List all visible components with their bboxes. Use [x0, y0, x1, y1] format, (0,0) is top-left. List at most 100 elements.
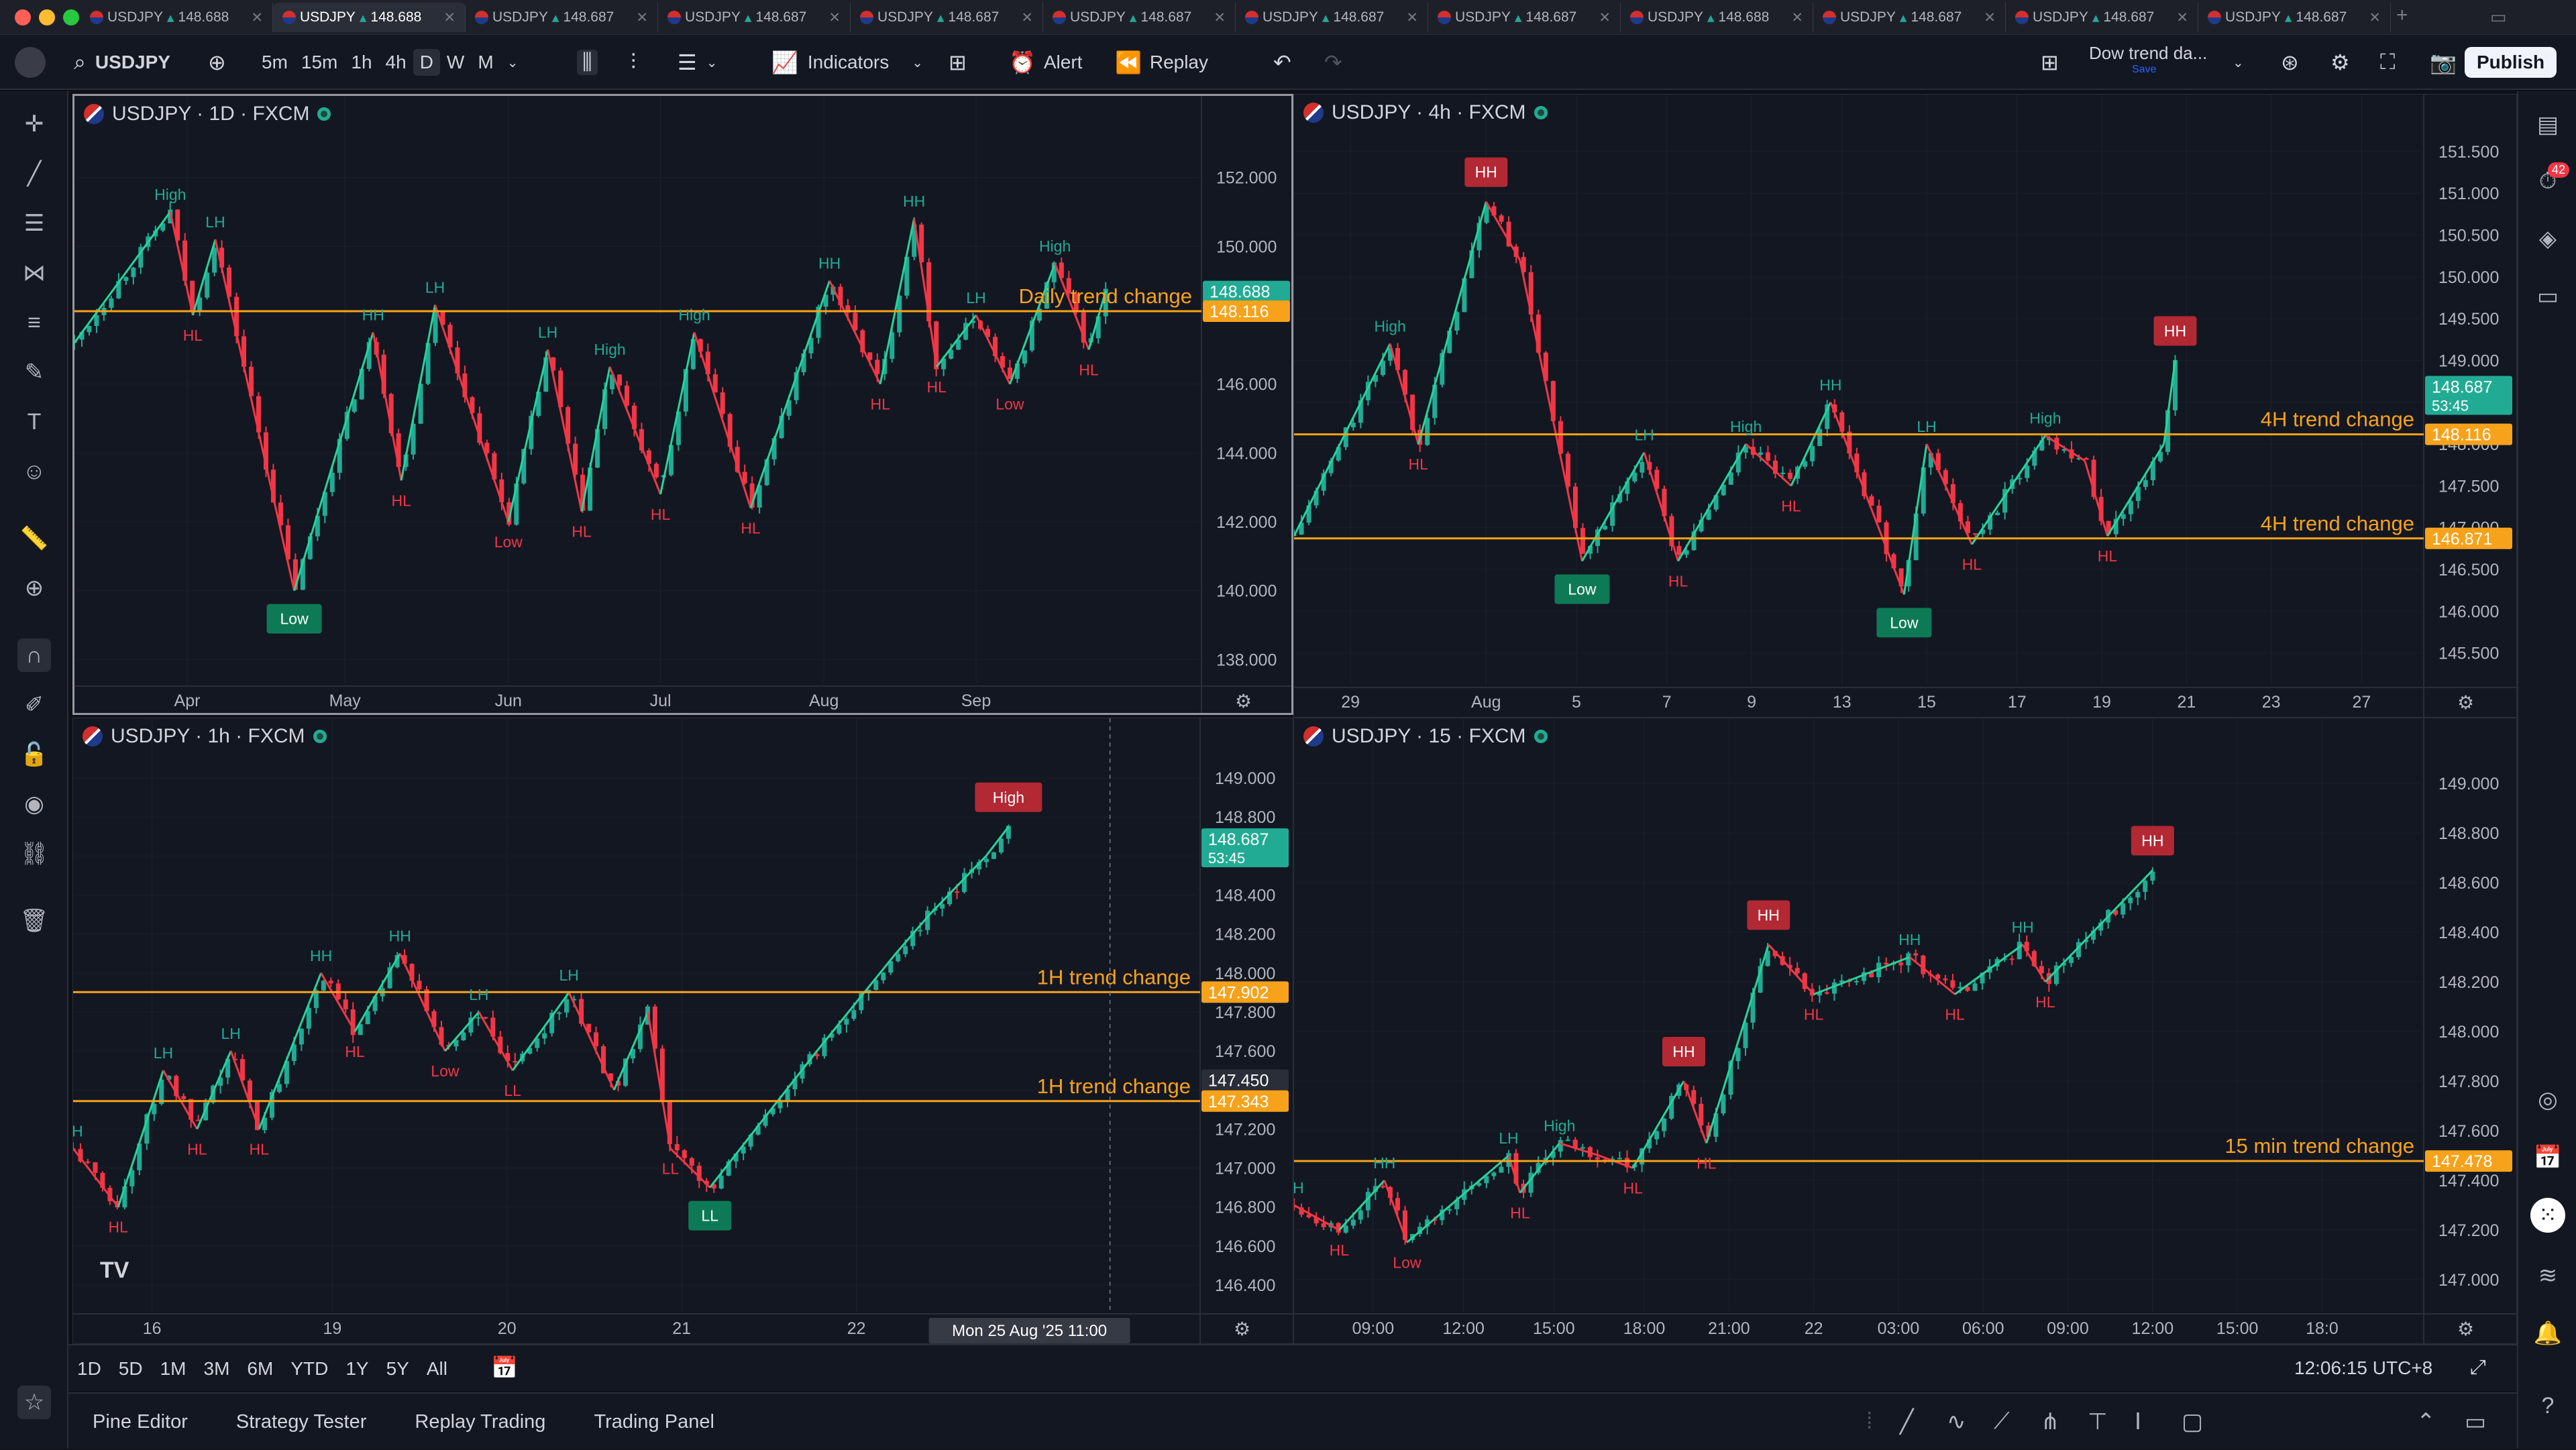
- indicators-button[interactable]: 📈 Indicators ⌄: [771, 47, 923, 78]
- interval-5m[interactable]: 5m: [262, 52, 288, 72]
- eye-icon[interactable]: ◉: [24, 791, 44, 817]
- close-tab-icon[interactable]: ✕: [636, 9, 648, 25]
- zoom-in-icon[interactable]: ⊕: [24, 575, 44, 601]
- sidebar-toggle-icon[interactable]: ▭: [2490, 7, 2507, 27]
- apps-grid-icon[interactable]: ⁙: [2530, 1198, 2565, 1233]
- path-tool-icon[interactable]: ⟋: [1994, 1408, 2010, 1434]
- drag-handle-icon[interactable]: ⁞: [1866, 1408, 1873, 1434]
- range-5Y[interactable]: 5Y: [386, 1358, 409, 1379]
- crosshair-icon[interactable]: ✛: [24, 111, 44, 137]
- chat-icon[interactable]: ▭: [2536, 284, 2559, 309]
- trash-icon[interactable]: 🗑: [19, 908, 49, 934]
- browser-tab[interactable]: USDJPY ▴ 148.687 ✕: [851, 3, 1043, 32]
- browser-tab[interactable]: USDJPY ▴ 148.687 ✕: [1043, 3, 1236, 32]
- close-tab-icon[interactable]: ✕: [1791, 9, 1803, 25]
- fib-tools-icon[interactable]: ≡: [28, 309, 41, 335]
- magnet-icon[interactable]: ∩: [17, 638, 51, 672]
- range-6M[interactable]: 6M: [247, 1358, 274, 1379]
- watchlist-icon[interactable]: ▤: [2536, 112, 2559, 137]
- range-All[interactable]: All: [426, 1358, 447, 1379]
- chart-pane-15m[interactable]: 149.000 148.800 148.600 148.400 148.200 148.0…: [1293, 718, 2517, 1344]
- layers-icon[interactable]: ◈: [2538, 226, 2557, 252]
- bar-style-icon[interactable]: ⫶: [631, 50, 637, 74]
- curve-tool-icon[interactable]: ∿: [1947, 1409, 1966, 1435]
- interval-D[interactable]: D: [413, 49, 440, 76]
- publish-button[interactable]: Publish: [2465, 47, 2557, 78]
- calendar-icon[interactable]: 📅: [2533, 1145, 2563, 1170]
- target-icon[interactable]: ◎: [2538, 1087, 2558, 1113]
- close-tab-icon[interactable]: ✕: [1021, 9, 1033, 25]
- footer-tab[interactable]: Trading Panel: [594, 1411, 714, 1433]
- close-tab-icon[interactable]: ✕: [1214, 9, 1226, 25]
- range-YTD[interactable]: YTD: [290, 1358, 329, 1379]
- range-1Y[interactable]: 1Y: [345, 1358, 369, 1379]
- chart-type-icon[interactable]: ☰ ⌄: [678, 50, 718, 74]
- chevron-down-icon[interactable]: ⌄: [2233, 55, 2244, 70]
- text-box-icon[interactable]: ⊤: [2088, 1409, 2108, 1435]
- layout-name-button[interactable]: Dow trend da... Save: [2089, 43, 2207, 80]
- zoom-window-button[interactable]: [63, 9, 79, 25]
- footer-tab[interactable]: Pine Editor: [93, 1411, 188, 1433]
- settings-gear-icon[interactable]: ⚙: [2330, 50, 2350, 74]
- browser-tab[interactable]: USDJPY ▴ 148.687 ✕: [2198, 3, 2391, 32]
- maximize-icon[interactable]: ⤢: [2470, 1356, 2486, 1378]
- link-icon[interactable]: ⛓: [19, 841, 49, 867]
- chart-canvas-15m[interactable]: 149.000 148.800 148.600 148.400 148.200 148.0…: [1294, 718, 2517, 1344]
- close-tab-icon[interactable]: ✕: [443, 9, 455, 25]
- interval-W[interactable]: W: [446, 52, 465, 72]
- chart-pane-daily[interactable]: 152.000150.000148.000146.000144.000142.0…: [72, 94, 1293, 715]
- emoji-icon[interactable]: ☺: [22, 458, 46, 484]
- browser-tab[interactable]: USDJPY ▴ 148.687 ✕: [1813, 3, 2006, 32]
- lock-pen-icon[interactable]: ✐: [24, 692, 44, 718]
- symbol-search[interactable]: ⌕ USDJPY: [74, 47, 170, 78]
- browser-tab[interactable]: USDJPY ▴ 148.687 ✕: [2006, 3, 2198, 32]
- camera-snapshot-icon[interactable]: 📷: [2430, 50, 2457, 74]
- redo-icon[interactable]: ↷: [1324, 50, 1342, 74]
- brush-icon[interactable]: ✎: [24, 359, 44, 385]
- alert-button[interactable]: ⏰ Alert: [1009, 47, 1082, 78]
- chart-canvas-4h[interactable]: 151.500 151.000 150.500 150.000 149.500 149.0…: [1294, 95, 2517, 718]
- close-tab-icon[interactable]: ✕: [1599, 9, 1611, 25]
- rectangle-icon[interactable]: ▢: [2182, 1409, 2204, 1435]
- trend-line-icon[interactable]: ╱: [27, 161, 42, 186]
- quick-search-icon[interactable]: ⊛: [2281, 50, 2299, 74]
- browser-tab[interactable]: USDJPY ▴ 148.688 ✕: [273, 3, 466, 32]
- line-tool-icon[interactable]: ╱: [1900, 1409, 1914, 1435]
- chart-style-candles-icon[interactable]: ⫼: [577, 47, 598, 78]
- interval-M[interactable]: M: [478, 52, 494, 72]
- chevron-down-icon[interactable]: ⌄: [506, 55, 519, 70]
- browser-tab[interactable]: USDJPY ▴ 148.688 ✕: [1621, 3, 1813, 32]
- goto-date-icon[interactable]: 📅: [491, 1355, 518, 1380]
- close-window-button[interactable]: [15, 9, 31, 25]
- horizontal-lines-icon[interactable]: ☰: [23, 211, 45, 236]
- interval-1h[interactable]: 1h: [351, 52, 372, 72]
- close-tab-icon[interactable]: ✕: [1984, 9, 1996, 25]
- range-3M[interactable]: 3M: [203, 1358, 230, 1379]
- minimize-window-button[interactable]: [39, 9, 55, 25]
- close-tab-icon[interactable]: ✕: [251, 9, 263, 25]
- user-avatar[interactable]: [15, 47, 46, 78]
- interval-15m[interactable]: 15m: [301, 52, 338, 72]
- browser-tab[interactable]: USDJPY ▴ 148.687 ✕: [1236, 3, 1428, 32]
- browser-tab[interactable]: USDJPY ▴ 148.687 ✕: [658, 3, 851, 32]
- close-tab-icon[interactable]: ✕: [2369, 9, 2381, 25]
- chart-canvas-1h[interactable]: 149.000148.800148.600148.400148.200148.0…: [73, 718, 1293, 1344]
- browser-tab[interactable]: USDJPY ▴ 148.687 ✕: [1428, 3, 1621, 32]
- chart-canvas-daily[interactable]: 152.000150.000148.000146.000144.000142.0…: [74, 96, 1293, 715]
- interval-4h[interactable]: 4h: [385, 52, 407, 72]
- chart-pane-1h[interactable]: 149.000148.800148.600148.400148.200148.0…: [72, 718, 1293, 1344]
- new-tab-icon[interactable]: +: [2396, 4, 2408, 26]
- footer-tab[interactable]: Strategy Tester: [235, 1411, 367, 1433]
- alerts-clock-icon[interactable]: ⏱ 42: [2530, 162, 2569, 199]
- replay-button[interactable]: ⏪ Replay: [1115, 47, 1208, 78]
- pitchfork-icon[interactable]: ⋔: [2041, 1409, 2060, 1435]
- pattern-icon[interactable]: ⋈: [23, 260, 46, 286]
- fullscreen-icon[interactable]: ⛶: [2380, 50, 2396, 74]
- help-icon[interactable]: ?: [2541, 1392, 2555, 1418]
- text-cursor-icon[interactable]: Ⅰ: [2135, 1409, 2142, 1435]
- footer-tab[interactable]: Replay Trading: [415, 1411, 546, 1433]
- range-5D[interactable]: 5D: [118, 1358, 143, 1379]
- close-tab-icon[interactable]: ✕: [2176, 9, 2188, 25]
- close-tab-icon[interactable]: ✕: [828, 9, 841, 25]
- favorites-star-icon[interactable]: ☆: [17, 1386, 51, 1419]
